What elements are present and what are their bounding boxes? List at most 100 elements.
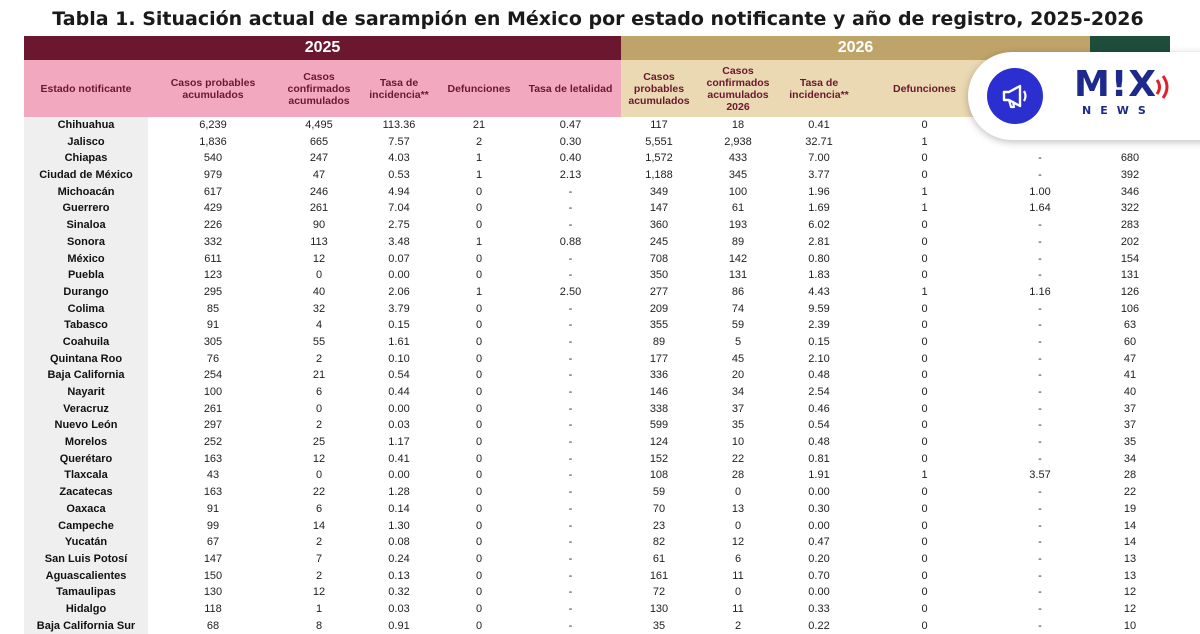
cell-estado: Guerrero	[24, 200, 148, 218]
cell-2026-defunciones: 0	[921, 602, 928, 615]
cell-total: 14	[1123, 536, 1137, 549]
cell-2025-letalidad: 0.40	[559, 152, 582, 165]
cell-2026-probables: 336	[649, 369, 669, 382]
cell-2026-letalidad: -	[1038, 219, 1042, 232]
cell-2025-confirmados: 665	[309, 135, 329, 148]
cell-estado: Michoacán	[24, 183, 148, 201]
cell-2026-confirmados: 100	[728, 185, 748, 198]
cell-2025-defunciones: 0	[475, 586, 483, 599]
cell-2025-probables: 163	[203, 486, 223, 499]
cell-2025-incidencia: 3.79	[388, 302, 410, 315]
cell-2025-probables: 76	[206, 352, 220, 365]
cell-total: 283	[1120, 219, 1140, 232]
cell-estado: Querétaro	[24, 450, 148, 468]
cell-2026-incidencia: 1.69	[808, 202, 830, 215]
cell-2026-incidencia: 0.70	[808, 569, 830, 582]
cell-total: 154	[1120, 252, 1140, 265]
cell-2026-letalidad: -	[1038, 586, 1042, 599]
cell-2025-defunciones: 0	[475, 252, 483, 265]
cell-2026-probables: 1,572	[645, 152, 673, 165]
cell-2026-defunciones: 0	[921, 152, 928, 165]
cell-2026-defunciones: 0	[921, 119, 928, 131]
table-row: Guerrero 429 261 7.04 0 - 147 61 1.69 1 1.64 322	[24, 200, 1170, 218]
cell-2026-incidencia: 0.80	[808, 252, 830, 265]
cell-2025-letalidad: -	[568, 552, 573, 565]
cell-estado: Tamaulipas	[24, 584, 148, 601]
cell-2025-letalidad: -	[568, 536, 573, 549]
cell-2026-letalidad: -	[1038, 419, 1042, 432]
cell-2026-defunciones: 0	[921, 586, 928, 599]
cell-estado: Yucatán	[24, 534, 148, 551]
cell-2025-incidencia: 0.00	[388, 402, 410, 415]
cell-2026-incidencia: 9.59	[808, 302, 830, 315]
header-2025-confirmados: Casos confirmados acumulados	[278, 60, 360, 117]
cell-2025-defunciones: 0	[475, 519, 483, 532]
cell-2025-defunciones: 0	[475, 269, 483, 282]
cell-2025-letalidad: 0.30	[559, 135, 582, 148]
cell-2025-confirmados: 113	[310, 235, 328, 248]
cell-2026-letalidad: -	[1038, 552, 1042, 565]
table-row: Quintana Roo 76 2 0.10 0 - 177 45 2.10 0 - 47	[24, 350, 1170, 368]
photo-edge-fade	[0, 0, 22, 630]
cell-2025-letalidad: -	[568, 586, 573, 599]
cell-2025-confirmados: 55	[312, 335, 326, 348]
cell-total: 40	[1123, 386, 1137, 398]
table-row: Tlaxcala 43 0 0.00 0 - 108 28 1.91 1 3.57 28	[24, 467, 1170, 485]
cell-2026-defunciones: 0	[921, 519, 928, 532]
cell-2025-letalidad: -	[568, 486, 573, 499]
cell-2026-defunciones: 1	[921, 202, 928, 215]
cell-total: 35	[1123, 436, 1137, 449]
cell-2025-confirmados: 2	[315, 352, 323, 365]
cell-2025-confirmados: 2	[315, 569, 323, 582]
cell-2026-defunciones: 0	[921, 619, 928, 632]
cell-estado: Tabasco	[24, 317, 148, 334]
cell-2026-probables: 355	[649, 319, 669, 332]
cell-estado: Ciudad de México	[24, 167, 148, 184]
cell-2025-letalidad: -	[568, 252, 573, 265]
cell-2026-probables: 209	[649, 302, 669, 315]
cell-2026-incidencia: 0.47	[808, 536, 830, 549]
cell-estado: Tlaxcala	[24, 467, 148, 485]
cell-2026-probables: 599	[649, 419, 669, 432]
header-estado: Estado notificante	[24, 60, 148, 117]
cell-estado: Jalisco	[24, 133, 148, 151]
cell-2025-incidencia: 0.15	[388, 319, 410, 332]
cell-2025-defunciones: 1	[475, 169, 483, 182]
table-row: México 611 12 0.07 0 - 708 142 0.80 0 - 154	[24, 250, 1170, 268]
cell-2025-incidencia: 0.13	[388, 569, 410, 582]
cell-2025-probables: 226	[203, 219, 223, 232]
cell-2026-probables: 59	[652, 486, 666, 499]
table-row: Nuevo León 297 2 0.03 0 - 599 35 0.54 0 - 37	[24, 417, 1170, 435]
cell-2025-confirmados: 47	[312, 169, 326, 182]
cell-2025-incidencia: 7.04	[388, 202, 410, 215]
cell-2025-defunciones: 0	[475, 502, 483, 515]
cell-2026-incidencia: 0.00	[808, 519, 830, 532]
header-2026-confirmados: Casos confirmados acumulados 2026	[697, 60, 779, 117]
cell-2025-incidencia: 0.91	[388, 619, 410, 632]
cell-2026-probables: 349	[649, 185, 669, 198]
cell-2025-letalidad: -	[568, 469, 573, 482]
cell-2025-letalidad: -	[568, 185, 573, 198]
cell-2026-confirmados: 0	[734, 586, 742, 599]
cell-2026-confirmados: 11	[732, 602, 744, 615]
cell-2025-defunciones: 0	[475, 452, 483, 465]
cell-2025-confirmados: 8	[315, 619, 323, 632]
year-band-2025: 2025	[24, 36, 621, 60]
cell-2025-probables: 305	[203, 335, 223, 348]
cell-2026-defunciones: 0	[921, 269, 928, 282]
cell-2025-confirmados: 90	[312, 219, 326, 232]
cell-2026-probables: 23	[652, 519, 666, 532]
table-row: Durango 295 40 2.06 1 2.50 277 86 4.43 1 1.16 126	[24, 283, 1170, 301]
cell-2026-probables: 708	[649, 252, 669, 265]
cell-2026-defunciones: 1	[921, 135, 928, 148]
cell-2026-incidencia: 7.00	[808, 152, 830, 165]
cell-2026-confirmados: 11	[732, 569, 744, 582]
cell-estado: Baja California Sur	[24, 617, 148, 634]
cell-2025-incidencia: 0.32	[388, 586, 410, 599]
cell-2025-defunciones: 0	[475, 602, 483, 615]
cell-2025-incidencia: 0.44	[388, 386, 410, 398]
cell-2026-letalidad: -	[1038, 169, 1042, 182]
cell-2026-letalidad: -	[1038, 402, 1042, 415]
cell-2026-letalidad: -	[1038, 502, 1042, 515]
header-2025-letalidad: Tasa de letalidad	[520, 60, 621, 117]
